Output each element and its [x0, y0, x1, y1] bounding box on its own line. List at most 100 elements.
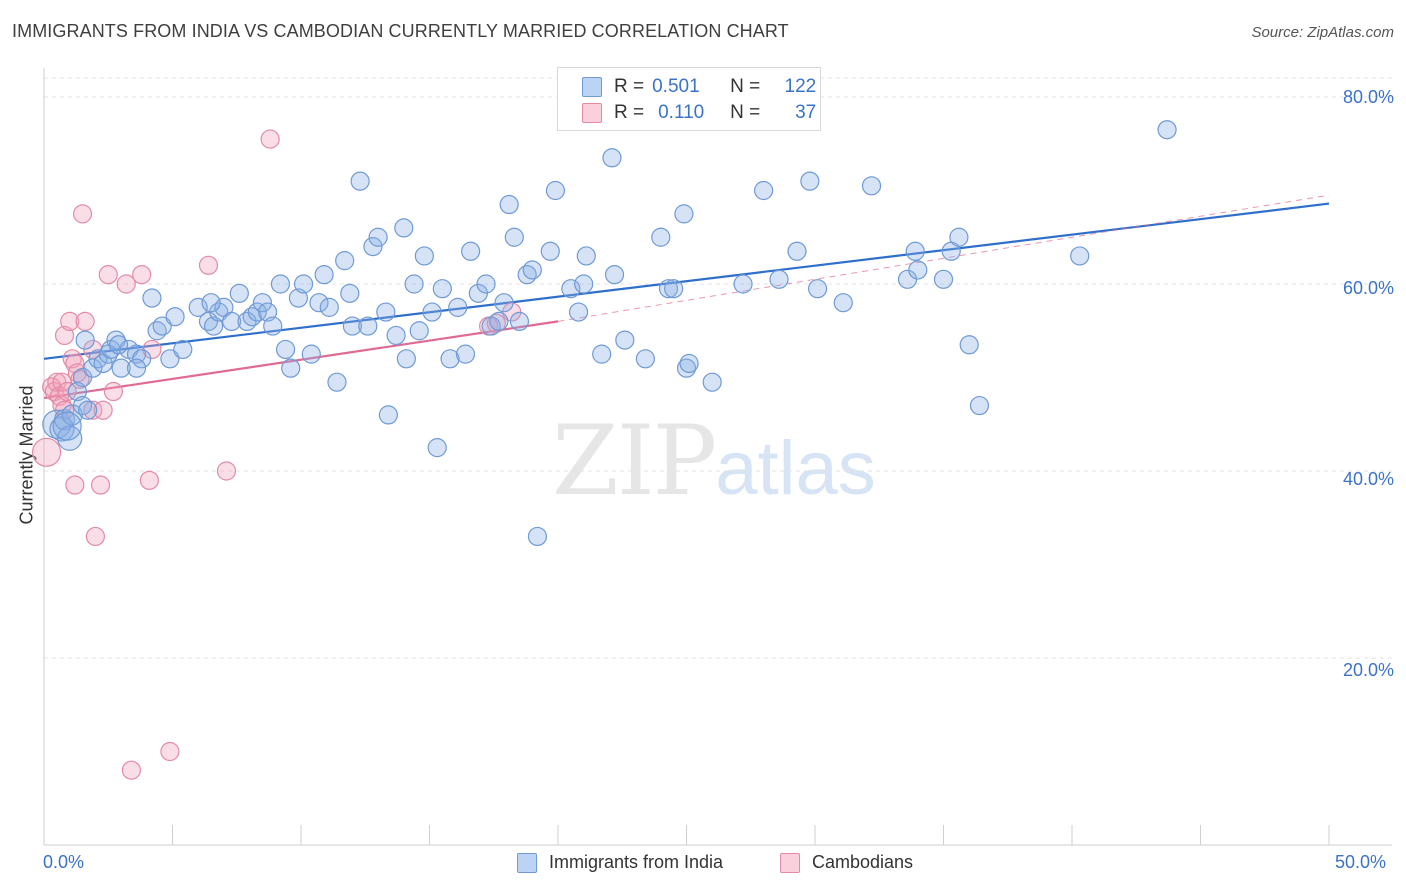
data-point-cambodians [116, 274, 136, 294]
data-point-india [309, 293, 329, 313]
data-point-cambodians [75, 311, 95, 331]
data-point-india [574, 274, 594, 294]
data-point-india [509, 311, 530, 331]
data-point-india [615, 330, 635, 350]
data-point-india [108, 335, 129, 355]
data-point-india [769, 269, 789, 289]
data-point-india [111, 358, 131, 378]
legend-r-label: R = [614, 76, 645, 97]
data-point-india [152, 316, 172, 336]
data-point-india [222, 311, 242, 331]
data-point-india [350, 171, 370, 191]
data-point-cambodians [121, 760, 141, 780]
data-point-india [335, 251, 355, 271]
legend-n-value: 122 [784, 76, 817, 97]
watermark-zip: ZIP [552, 405, 717, 517]
data-point-india [422, 302, 442, 322]
data-point-india [807, 279, 828, 299]
legend-swatch-india [517, 852, 537, 873]
data-point-india [314, 265, 334, 285]
legend-n-label: N = [730, 102, 761, 123]
legend-n-label: N = [730, 76, 761, 97]
data-point-india [173, 339, 193, 360]
trendline-cambodians [43, 320, 559, 400]
y-tick-label-60: 60.0% [1342, 278, 1394, 298]
data-point-cambodians [98, 265, 118, 285]
data-point-india [440, 349, 460, 369]
legend-item-india[interactable]: Immigrants from India [517, 852, 723, 873]
data-point-india [969, 395, 990, 416]
y-tick-label-40: 40.0% [1342, 469, 1394, 489]
data-point-india [368, 227, 388, 247]
data-point-india [126, 358, 147, 378]
data-point-india [363, 237, 383, 257]
data-point-india [275, 339, 296, 360]
data-point-cambodians [72, 204, 93, 224]
data-point-cambodians [31, 437, 62, 467]
data-point-india [674, 204, 694, 224]
data-point-india [635, 349, 655, 369]
legend-item-cambodians[interactable]: Cambodians [780, 852, 913, 873]
data-point-cambodians [83, 400, 103, 420]
data-point-india [263, 316, 283, 336]
legend-row-india: R = 0.501 N = 122 [582, 76, 816, 98]
axes [43, 68, 1392, 846]
data-point-india [252, 293, 273, 313]
data-point-india [679, 353, 699, 374]
data-point-cambodians [85, 526, 106, 547]
data-point-india [592, 344, 612, 364]
legend-n-value: 37 [795, 102, 817, 123]
x-tick-label-max: 50.0% [1335, 852, 1387, 872]
data-point-india [540, 241, 560, 261]
data-point-india [78, 400, 98, 420]
data-point-india [404, 274, 424, 294]
data-point-india [905, 241, 925, 261]
data-point-india [160, 349, 180, 369]
data-point-india [522, 260, 542, 280]
data-point-cambodians [260, 129, 280, 149]
data-point-india [499, 194, 519, 215]
data-point-india [340, 283, 360, 303]
data-point-india [527, 526, 548, 547]
data-point-india [358, 316, 378, 336]
data-point-cambodians [132, 265, 152, 285]
data-point-india [1070, 246, 1090, 266]
data-point-india [229, 283, 249, 303]
data-point-india [188, 297, 208, 317]
data-point-india [165, 307, 185, 327]
data-point-india [142, 288, 162, 308]
legend-row-cambodians: R = 0.110 N = 37 [582, 102, 816, 124]
data-point-india [461, 241, 481, 261]
legend-r-value: 0.501 [652, 76, 700, 97]
data-point-india [432, 279, 452, 299]
data-point-india [545, 180, 566, 201]
trendline-india [43, 202, 1330, 360]
data-point-cambodians [139, 470, 159, 490]
data-point-india [293, 274, 314, 294]
data-point-india [800, 171, 820, 191]
data-point-india [702, 372, 722, 392]
data-point-india [664, 279, 684, 299]
data-point-cambodians [57, 381, 77, 402]
data-point-cambodians [60, 311, 80, 331]
data-point-india [270, 274, 291, 294]
data-point-india [861, 176, 882, 196]
data-point-cambodians [198, 255, 219, 275]
data-point-india [52, 411, 82, 441]
series-india-points [42, 120, 1177, 547]
data-point-india [833, 293, 853, 313]
data-point-india [455, 344, 476, 364]
data-point-india [396, 349, 416, 369]
data-point-india [494, 293, 514, 313]
data-point-india [933, 269, 954, 289]
data-point-india [1157, 120, 1177, 140]
data-point-india [733, 274, 753, 294]
data-point-india [568, 302, 589, 322]
series-cambodians-points [31, 129, 522, 780]
legend-swatch-india [582, 77, 602, 97]
legend-swatch-cambodians [780, 852, 800, 873]
data-point-india [376, 302, 396, 322]
data-point-cambodians [160, 741, 180, 762]
data-point-india [561, 279, 581, 299]
legend-r-value: 0.110 [658, 102, 705, 123]
